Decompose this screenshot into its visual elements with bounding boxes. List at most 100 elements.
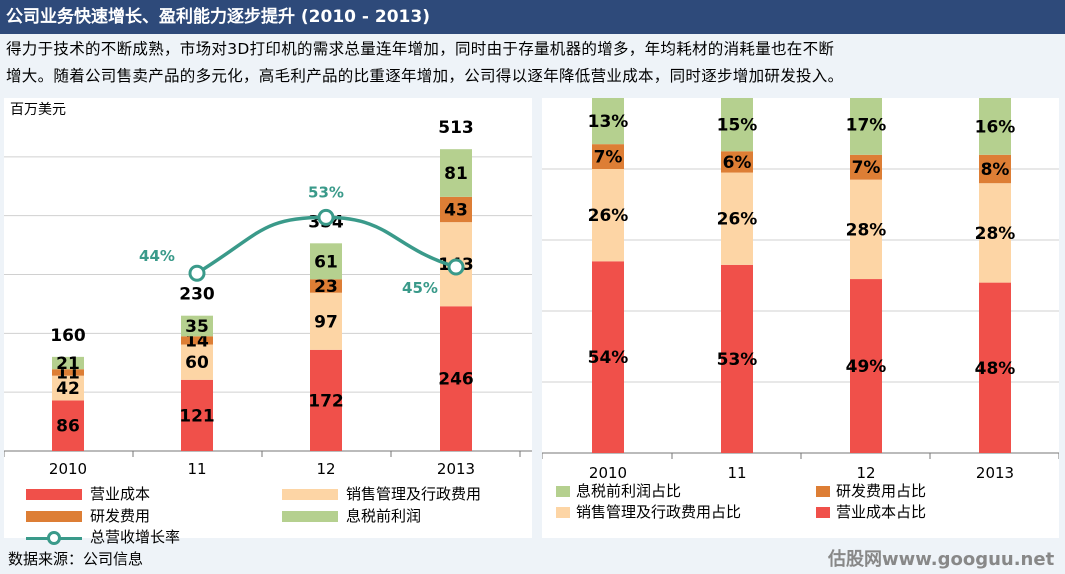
x-tick-label: 2010 <box>589 464 627 482</box>
legend-swatch-growth <box>26 530 82 545</box>
bar-segment <box>850 154 882 180</box>
data-label: 54% <box>588 348 629 368</box>
data-label: 61 <box>314 252 338 272</box>
data-label: 28% <box>975 224 1016 244</box>
right-chart-svg: 54% 26% 7% 13% 2010 53% 26% 6% 15% 11 49% 28% 7% 17% 1… <box>542 98 1059 482</box>
data-label: 23 <box>314 277 338 297</box>
data-label: 60 <box>185 353 209 373</box>
data-label: 86 <box>56 417 80 437</box>
legend-item-sga-share: 销售管理及行政费用占比 <box>556 502 741 522</box>
bar-segment <box>979 282 1011 453</box>
total-label: 160 <box>50 326 86 346</box>
data-label: 172 <box>308 391 344 411</box>
x-tick-label: 12 <box>856 464 875 482</box>
legend-label-cost-share: 营业成本占比 <box>836 503 927 521</box>
bar-segment <box>979 183 1011 283</box>
data-label: 14 <box>185 331 209 351</box>
data-label: 6% <box>723 153 752 173</box>
legend-item-cost: 营业成本 <box>26 484 150 504</box>
x-tick-label: 2013 <box>437 460 475 478</box>
data-label: 8% <box>981 160 1010 180</box>
bar-segment <box>310 349 342 451</box>
legend-label-profit: 息税前利润 <box>346 507 422 525</box>
bar-segment <box>850 98 882 155</box>
data-label: 53% <box>717 350 758 370</box>
left-chart-unit: 百万美元 <box>10 102 66 118</box>
bar-segment <box>310 292 342 350</box>
bar-segment <box>440 306 472 451</box>
legend-label-rd-share: 研发费用占比 <box>836 482 927 500</box>
data-label: 49% <box>846 357 887 377</box>
data-source: 数据来源：公司信息 <box>8 550 144 568</box>
bar-segment <box>440 196 472 223</box>
legend-label-cost: 营业成本 <box>90 485 151 503</box>
legend-item-sga: 销售管理及行政费用 <box>282 484 481 504</box>
bar-segment <box>310 243 342 280</box>
bar-segment <box>52 375 84 401</box>
data-label: 7% <box>852 158 881 178</box>
data-label: 17% <box>846 116 887 136</box>
legend-label-sga: 销售管理及行政费用 <box>346 485 482 503</box>
page-title: 公司业务快速增长、盈利能力逐步提升 (2010 - 2013) <box>0 0 1065 34</box>
bar-segment <box>850 179 882 280</box>
legend-swatch-profit-share <box>556 486 570 497</box>
legend-label-sga-share: 销售管理及行政费用占比 <box>576 503 742 521</box>
growth-point <box>317 208 335 226</box>
x-tick-label: 2010 <box>49 460 87 478</box>
bar-segment <box>310 279 342 293</box>
subtitle-line-2: 增大。随着公司售卖产品的多元化，高毛利产品的比重逐年增加，公司得以逐年降低营业成… <box>6 67 844 85</box>
bar-segment <box>181 336 213 345</box>
bar-segment <box>181 315 213 337</box>
legend-item-profit-share: 息税前利润占比 <box>556 481 681 501</box>
subtitle-line-1: 得力于技术的不断成熟，市场对3D打印机的需求总量连年增加，同时由于存量机器的增多… <box>6 40 835 58</box>
data-label: 48% <box>975 359 1016 379</box>
data-label: 81 <box>444 164 468 184</box>
x-tick-label: 12 <box>316 460 335 478</box>
bar-segment <box>721 264 753 453</box>
bar-segment <box>592 98 624 145</box>
legend-label-growth: 总营收增长率 <box>90 528 181 546</box>
bar-segment <box>721 98 753 152</box>
bar-segment <box>592 261 624 453</box>
legend-label-profit-share: 息税前利润占比 <box>576 482 682 500</box>
legend-item-growth: 总营收增长率 <box>26 527 180 547</box>
data-label: 26% <box>717 210 758 230</box>
bar-segment <box>52 400 84 451</box>
legend-item-rd: 研发费用 <box>26 506 150 526</box>
bar-segment <box>52 356 84 370</box>
data-label: 246 <box>438 370 474 390</box>
subtitle: 得力于技术的不断成熟，市场对3D打印机的需求总量连年增加，同时由于存量机器的增多… <box>6 36 1056 94</box>
bar-segment <box>979 154 1011 184</box>
bar-segment <box>592 169 624 262</box>
total-label: 230 <box>179 285 215 305</box>
legend-swatch-rd-share <box>816 486 830 497</box>
bar-segment <box>721 172 753 265</box>
bar-segment <box>440 149 472 197</box>
watermark: 估股网www.googuu.net <box>828 549 1055 570</box>
data-label: 15% <box>717 116 758 136</box>
legend-swatch-sga-share <box>556 507 570 518</box>
total-label: 513 <box>438 118 474 138</box>
bar-segment <box>721 151 753 173</box>
bar-segment <box>52 369 84 376</box>
bar-segment <box>979 98 1011 155</box>
growth-label: 45% <box>402 279 438 297</box>
legend-swatch-cost-share <box>816 507 830 518</box>
data-label: 13% <box>588 112 629 132</box>
data-label: 97 <box>314 312 338 332</box>
bar-segment <box>592 144 624 169</box>
growth-point <box>188 264 206 282</box>
x-tick-label: 11 <box>727 464 746 482</box>
data-label: 16% <box>975 117 1016 137</box>
growth-label: 44% <box>139 247 175 265</box>
left-chart-panel: 8642112116020101216014352301117297236135… <box>4 98 532 538</box>
legend-item-cost-share: 营业成本占比 <box>816 502 926 522</box>
data-label: 35 <box>185 317 209 337</box>
data-label: 26% <box>588 206 629 226</box>
legend-swatch-cost <box>26 489 82 500</box>
growth-label: 53% <box>308 183 344 201</box>
bar-segment <box>850 279 882 453</box>
legend-swatch-profit <box>282 511 338 522</box>
data-label: 21 <box>56 354 80 374</box>
